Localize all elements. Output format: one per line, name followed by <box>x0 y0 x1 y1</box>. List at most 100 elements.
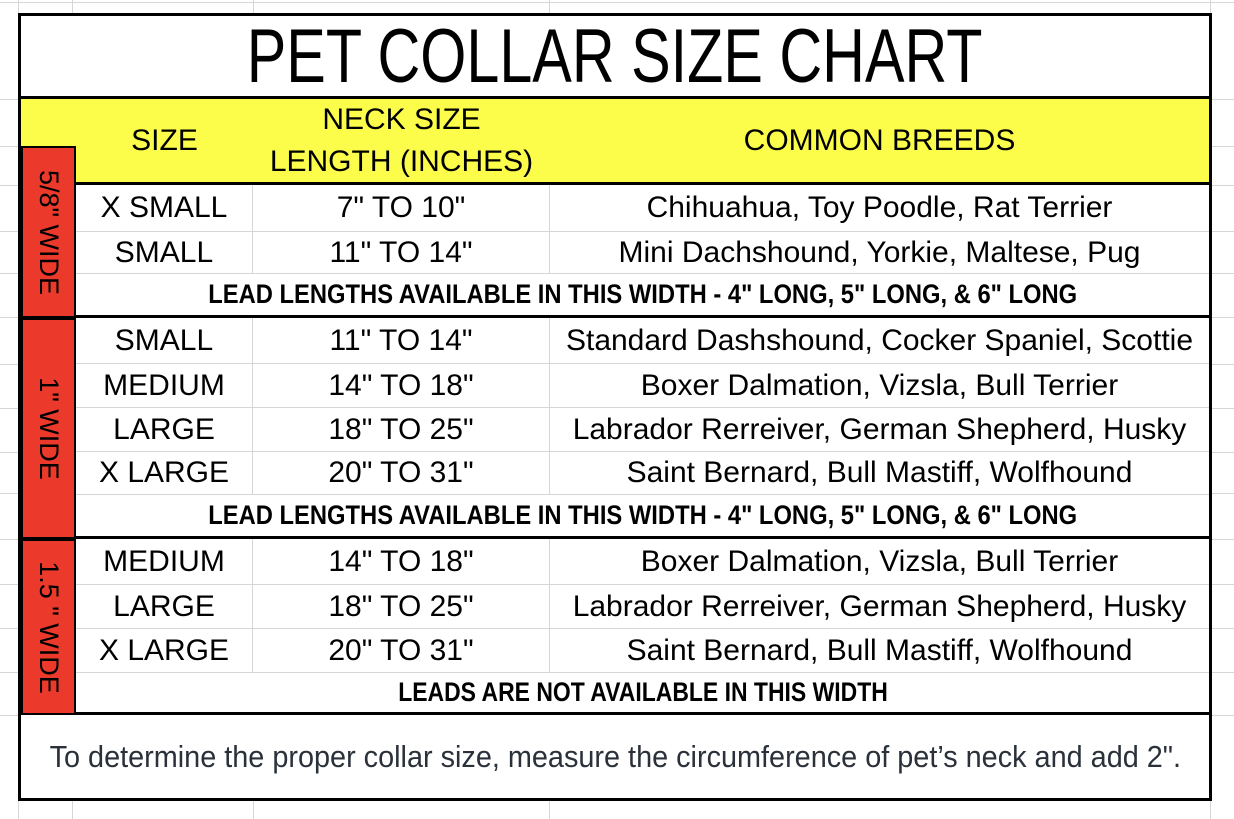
neck-size-line2: LENGTH (INCHES) <box>269 144 534 178</box>
table-row: LARGE 18" TO 25" Labrador Rerreiver, Ger… <box>76 407 1209 451</box>
size-cell: X LARGE <box>76 452 253 494</box>
width-cell-5-8-wide: 5/8" WIDE <box>21 146 76 318</box>
breeds-cell: Boxer Dalmation, Vizsla, Bull Terrier <box>640 368 1119 402</box>
grid-line <box>549 801 550 819</box>
lead-lengths-note: LEAD LENGTHS AVAILABLE IN THIS WIDTH - 4… <box>208 500 1077 530</box>
grid-line <box>1212 273 1234 274</box>
common-breeds-label: COMMON BREEDS <box>743 123 1016 157</box>
grid-line <box>1212 364 1234 365</box>
grid-line <box>0 493 18 494</box>
column-header-size: SIZE <box>76 99 253 182</box>
grid-line <box>0 539 18 540</box>
grid-line <box>0 2 1234 3</box>
grid-line <box>1212 317 1234 318</box>
neck-cell: 11" TO 14" <box>253 318 550 363</box>
leads-not-available-row: LEADS ARE NOT AVAILABLE IN THIS WIDTH <box>76 672 1209 715</box>
lead-lengths-note-row: LEAD LENGTHS AVAILABLE IN THIS WIDTH - 4… <box>76 494 1209 539</box>
breeds-cell: Standard Dashshound, Cocker Spaniel, Sco… <box>565 323 1194 357</box>
breeds-cell: Saint Bernard, Bull Mastiff, Wolfhound <box>626 456 1133 489</box>
neck-cell: 14" TO 18" <box>253 539 550 584</box>
grid-line <box>18 0 19 13</box>
grid-line <box>1212 493 1234 494</box>
grid-line <box>1210 801 1211 819</box>
chart-title: PET COLLAR SIZE CHART <box>247 13 983 99</box>
neck-cell: 7" TO 10" <box>253 185 550 231</box>
grid-line <box>0 273 18 274</box>
grid-line <box>1212 99 1234 100</box>
grid-line <box>0 628 18 629</box>
grid-line <box>0 231 18 232</box>
lead-lengths-note: LEAD LENGTHS AVAILABLE IN THIS WIDTH - 4… <box>208 279 1077 309</box>
table-body: X SMALL 7" TO 10" Chihuahua, Toy Poodle,… <box>21 185 1209 715</box>
grid-line <box>0 99 18 100</box>
grid-line <box>0 185 18 186</box>
table-row: X SMALL 7" TO 10" Chihuahua, Toy Poodle,… <box>76 185 1209 231</box>
breeds-cell: Mini Dachshound, Yorkie, Maltese, Pug <box>618 235 1141 269</box>
grid-line <box>72 0 73 13</box>
grid-line <box>253 0 254 13</box>
grid-line <box>0 715 18 716</box>
grid-line <box>1212 408 1234 409</box>
table-row: X LARGE 20" TO 31" Saint Bernard, Bull M… <box>76 628 1209 672</box>
width-cell-1-5-wide: 1.5 " WIDE <box>21 539 76 715</box>
breeds-cell: Boxer Dalmation, Vizsla, Bull Terrier <box>640 544 1119 578</box>
neck-cell: 20" TO 31" <box>253 452 550 494</box>
size-cell: LARGE <box>76 585 253 628</box>
size-cell: LARGE <box>76 408 253 451</box>
size-cell: SMALL <box>76 232 253 273</box>
width-label: 1.5 " WIDE <box>34 560 64 694</box>
grid-line <box>0 672 18 673</box>
neck-cell: 18" TO 25" <box>253 585 550 628</box>
breeds-cell: Saint Bernard, Bull Mastiff, Wolfhound <box>626 633 1133 667</box>
breeds-cell: Labrador Rerreiver, German Shepherd, Hus… <box>572 589 1187 623</box>
table-row: SMALL 11" TO 14" Standard Dashshound, Co… <box>76 318 1209 363</box>
column-header-common-breeds: COMMON BREEDS <box>550 99 1209 182</box>
grid-line <box>0 408 18 409</box>
size-cell: MEDIUM <box>76 539 253 584</box>
neck-cell: 11" TO 14" <box>253 232 550 273</box>
grid-line <box>1212 628 1234 629</box>
size-chart-table: PET COLLAR SIZE CHART SIZE NECK SIZE LEN… <box>18 13 1212 801</box>
width-label: 5/8" WIDE <box>34 169 64 295</box>
leads-not-available-note: LEADS ARE NOT AVAILABLE IN THIS WIDTH <box>397 677 888 707</box>
grid-line <box>253 801 254 819</box>
table-row: MEDIUM 14" TO 18" Boxer Dalmation, Vizsl… <box>76 363 1209 407</box>
footnote-text: To determine the proper collar size, mea… <box>49 738 1181 774</box>
chart-title-row: PET COLLAR SIZE CHART <box>21 13 1209 99</box>
grid-line <box>1212 672 1234 673</box>
size-cell: X SMALL <box>76 185 253 231</box>
breeds-cell: Chihuahua, Toy Poodle, Rat Terrier <box>646 191 1113 224</box>
neck-size-line1: NECK SIZE <box>322 102 481 136</box>
grid-line <box>18 801 19 819</box>
grid-line <box>0 452 18 453</box>
width-label: 1" WIDE <box>34 377 65 480</box>
grid-line <box>0 146 18 147</box>
neck-cell: 18" TO 25" <box>253 408 550 451</box>
table-row: SMALL 11" TO 14" Mini Dachshound, Yorkie… <box>76 231 1209 273</box>
column-header-band: SIZE NECK SIZE LENGTH (INCHES) COMMON BR… <box>21 99 1209 185</box>
width-cell-1-wide: 1" WIDE <box>21 318 76 539</box>
size-cell: SMALL <box>76 318 253 363</box>
grid-line <box>1212 539 1234 540</box>
table-row: X LARGE 20" TO 31" Saint Bernard, Bull M… <box>76 451 1209 494</box>
grid-line <box>1212 146 1234 147</box>
footnote-row: To determine the proper collar size, mea… <box>21 715 1209 798</box>
column-header-size-label: SIZE <box>131 123 198 157</box>
table-row: MEDIUM 14" TO 18" Boxer Dalmation, Vizsl… <box>76 539 1209 584</box>
grid-line <box>72 801 73 819</box>
grid-line <box>1212 185 1234 186</box>
lead-lengths-note-row: LEAD LENGTHS AVAILABLE IN THIS WIDTH - 4… <box>76 273 1209 318</box>
size-cell: X LARGE <box>76 629 253 672</box>
table-row: LARGE 18" TO 25" Labrador Rerreiver, Ger… <box>76 584 1209 628</box>
neck-cell: 20" TO 31" <box>253 629 550 672</box>
grid-line <box>1212 584 1234 585</box>
breeds-cell: Labrador Rerreiver, German Shepherd, Hus… <box>572 412 1187 446</box>
size-cell: MEDIUM <box>76 364 253 407</box>
grid-line <box>1212 231 1234 232</box>
neck-cell: 14" TO 18" <box>253 364 550 407</box>
grid-line <box>0 584 18 585</box>
grid-line <box>0 317 18 318</box>
grid-line <box>0 364 18 365</box>
column-header-neck-size: NECK SIZE LENGTH (INCHES) <box>253 99 550 182</box>
